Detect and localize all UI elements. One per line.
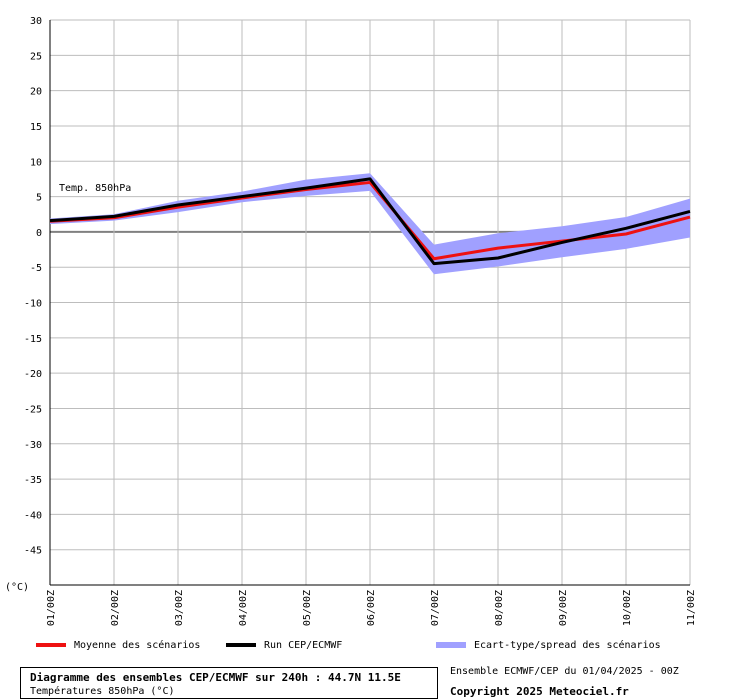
- y-tick-label-5: 5: [36, 193, 42, 204]
- y-tick-label-15: -45: [24, 546, 42, 557]
- x-tick-label-1: 02/00Z: [110, 590, 121, 626]
- y-tick-label-14: -40: [24, 510, 42, 521]
- x-tick-label-10: 11/00Z: [686, 590, 697, 626]
- y-unit-label: (°C): [5, 582, 29, 593]
- chart-subtitle: Températures 850hPa (°C): [30, 686, 175, 697]
- y-tick-label-10: -20: [24, 369, 42, 380]
- y-tick-label-4: 10: [30, 157, 42, 168]
- copyright: Copyright 2025 Meteociel.fr: [450, 685, 629, 698]
- y-tick-label-11: -25: [24, 404, 42, 415]
- x-tick-label-4: 05/00Z: [302, 590, 313, 626]
- x-tick-label-5: 06/00Z: [366, 590, 377, 626]
- y-tick-label-9: -15: [24, 334, 42, 345]
- x-tick-label-7: 08/00Z: [494, 590, 505, 626]
- legend-mean: Moyenne des scénarios: [36, 640, 200, 651]
- chart-title: Diagramme des ensembles CEP/ECMWF sur 24…: [30, 671, 401, 684]
- y-tick-label-12: -30: [24, 440, 42, 451]
- y-tick-label-3: 15: [30, 122, 42, 133]
- y-tick-label-7: -5: [30, 263, 42, 274]
- chart-title-box: Diagramme des ensembles CEP/ECMWF sur 24…: [20, 667, 438, 699]
- x-tick-label-0: 01/00Z: [46, 590, 57, 626]
- y-tick-label-1: 25: [30, 51, 42, 62]
- ensemble-chart: 30 25 20 15 10 5 0 -5 -10 -15 -20 -25 -30 -35 -40 -45 0…: [5, 16, 697, 626]
- x-tick-label-2: 03/00Z: [174, 590, 185, 626]
- ensemble-info: Ensemble ECMWF/CEP du 01/04/2025 - 00Z: [450, 666, 679, 677]
- x-tick-label-3: 04/00Z: [238, 590, 249, 626]
- spread-swatch: [436, 642, 466, 648]
- x-tick-labels: 01/00Z 02/00Z 03/00Z 04/00Z 05/00Z 06/00Z 07/0…: [46, 590, 697, 626]
- x-tick-label-6: 07/00Z: [430, 590, 441, 626]
- y-tick-label-13: -35: [24, 475, 42, 486]
- legend-run: Run CEP/ECMWF: [226, 640, 342, 651]
- legend-mean-label: Moyenne des scénarios: [74, 640, 201, 651]
- y-tick-label-0: 30: [30, 16, 42, 27]
- series-lines-group: [49, 177, 691, 266]
- run-swatch: [226, 643, 256, 647]
- y-tick-label-6: 0: [36, 228, 42, 239]
- y-tick-labels: 30 25 20 15 10 5 0 -5 -10 -15 -20 -25 -30 -35 -40 -45: [24, 16, 42, 557]
- y-tick-label-8: -10: [24, 299, 42, 310]
- legend-run-label: Run CEP/ECMWF: [264, 640, 343, 651]
- annotation-label: Temp. 850hPa: [59, 183, 131, 194]
- x-tick-label-8: 09/00Z: [558, 590, 569, 626]
- legend-spread-label: Ecart-type/spread des scénarios: [474, 640, 661, 651]
- x-tick-label-9: 10/00Z: [622, 590, 633, 626]
- y-tick-label-2: 20: [30, 87, 42, 98]
- legend-spread: Ecart-type/spread des scénarios: [436, 640, 661, 651]
- series-line-1: [49, 177, 691, 266]
- chart-grid: [49, 19, 691, 586]
- mean-swatch: [36, 643, 66, 647]
